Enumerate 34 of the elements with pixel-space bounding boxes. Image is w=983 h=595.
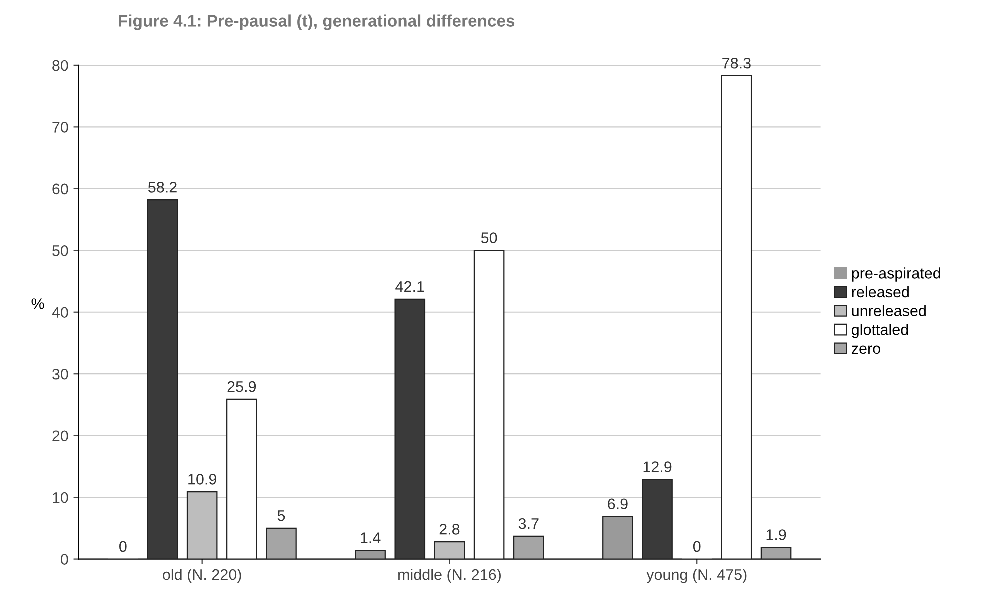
chart-title: Figure 4.1: Pre-pausal (t), generational differences — [119, 14, 515, 30]
data-label: 1.4 — [361, 532, 381, 544]
data-label: 3.7 — [518, 518, 539, 530]
data-label: 10.9 — [188, 474, 216, 485]
data-label: 42.1 — [396, 281, 424, 292]
y-tick-label: 0 — [61, 554, 68, 565]
data-label: 78.3 — [722, 58, 751, 69]
y-tick-label: 70 — [52, 122, 68, 133]
data-label: 58.2 — [148, 182, 177, 193]
y-tick-label: 80 — [52, 60, 68, 72]
data-label: 0 — [120, 541, 127, 552]
x-tick-label: young (N. 475) — [646, 569, 747, 584]
data-label: 12.9 — [644, 462, 672, 472]
data-label: 2.8 — [440, 524, 460, 535]
data-label: 25.9 — [228, 381, 256, 392]
y-tick-label: 10 — [53, 492, 68, 504]
legend-label: unreleased — [852, 305, 926, 316]
legend-label: released — [852, 286, 909, 298]
y-tick-label: 50 — [52, 246, 68, 256]
data-label: 5 — [278, 510, 286, 522]
data-label: 1.9 — [766, 530, 786, 540]
y-tick-label: 20 — [52, 430, 68, 442]
data-label: 50 — [481, 232, 498, 244]
x-tick-label: old (N. 220) — [163, 569, 242, 584]
y-tick-label: 30 — [52, 368, 68, 380]
y-axis-title: % — [32, 298, 44, 310]
data-label: 6.9 — [608, 498, 628, 510]
data-label: 0 — [693, 541, 701, 552]
x-tick-label: middle (N. 216) — [398, 569, 501, 584]
legend-label: glottaled — [852, 324, 908, 338]
y-tick-label: 60 — [52, 184, 68, 195]
legend-label: zero — [852, 346, 880, 354]
y-tick-label: 40 — [52, 307, 68, 318]
legend-label: pre-aspirated — [852, 268, 940, 282]
